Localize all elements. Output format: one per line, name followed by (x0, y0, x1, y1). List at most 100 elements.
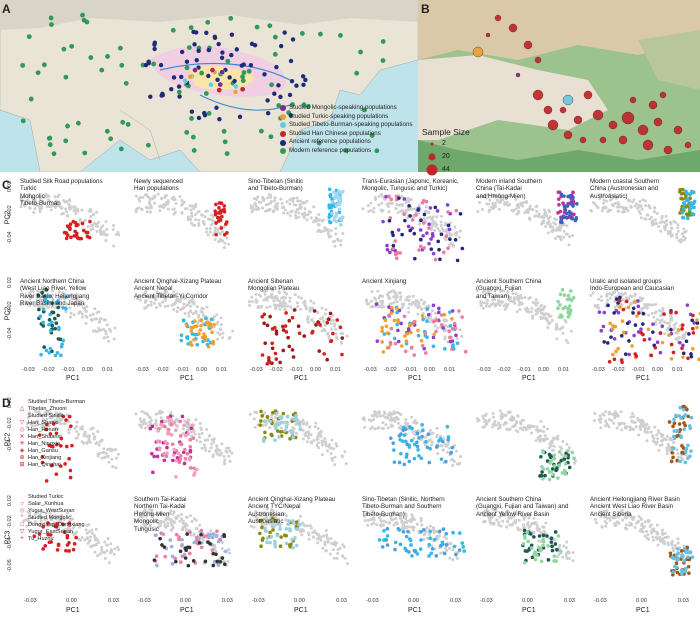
highlighted-point (327, 220, 332, 224)
highlighted-point (601, 324, 606, 329)
modern-reference-dot (272, 34, 278, 40)
highlighted-point (191, 325, 195, 330)
reference-point (667, 232, 671, 236)
highlighted-point (283, 533, 287, 538)
pca-scatter-panel (476, 190, 579, 247)
reference-point (531, 316, 535, 320)
reference-point (212, 325, 216, 329)
highlighted-point (178, 457, 183, 461)
reference-point (221, 230, 225, 234)
reference-point (156, 512, 160, 516)
reference-point (145, 210, 149, 214)
highlighted-point (165, 451, 169, 455)
reference-point (39, 205, 43, 209)
reference-point (444, 221, 448, 225)
highlighted-point (420, 434, 424, 439)
modern-reference-dot (228, 15, 234, 21)
highlighted-point (565, 297, 570, 302)
reference-point (527, 207, 531, 211)
reference-point (439, 220, 443, 224)
reference-point (542, 208, 546, 212)
reference-point (678, 238, 682, 242)
reference-point (428, 524, 432, 528)
reference-point (625, 206, 629, 210)
reference-point (31, 290, 35, 294)
highlighted-point (672, 429, 677, 433)
highlighted-point (678, 190, 682, 194)
highlighted-point (428, 446, 432, 451)
reference-point (666, 326, 670, 330)
reference-point (306, 320, 310, 324)
reference-point (545, 427, 549, 431)
reference-point (69, 315, 73, 319)
highlighted-point (532, 553, 536, 557)
reference-point (556, 437, 560, 441)
reference-point (201, 313, 205, 317)
reference-point (404, 208, 408, 212)
highlighted-point (210, 330, 214, 335)
modern-reference-dot (191, 147, 197, 153)
highlighted-point (551, 472, 556, 477)
ancient-reference-dot (194, 58, 199, 63)
reference-point (626, 209, 630, 213)
reference-point (600, 525, 604, 529)
reference-point (297, 295, 301, 299)
reference-point (484, 304, 488, 308)
reference-point (598, 414, 602, 418)
reference-point (369, 518, 373, 522)
reference-point (649, 430, 653, 434)
reference-point (294, 431, 298, 435)
reference-point (512, 424, 516, 428)
reference-point (613, 416, 617, 420)
modern-reference-dot (380, 39, 386, 44)
highlighted-point (602, 340, 606, 344)
highlighted-point (559, 192, 564, 197)
reference-point (185, 304, 189, 308)
reference-point (208, 230, 212, 234)
highlighted-point (627, 339, 631, 343)
reference-point (409, 198, 413, 202)
reference-point (298, 199, 302, 203)
ancient-reference-dot (143, 62, 149, 68)
highlighted-point (680, 197, 685, 201)
highlighted-point (430, 232, 435, 236)
reference-point (393, 419, 397, 423)
reference-point (193, 432, 197, 436)
reference-point (516, 294, 520, 298)
reference-point (333, 455, 337, 459)
highlighted-point (618, 295, 622, 300)
reference-point (427, 533, 431, 537)
reference-point (51, 298, 55, 302)
reference-point (502, 422, 506, 426)
ancient-reference-dot (294, 83, 299, 88)
highlighted-point (174, 428, 178, 432)
highlighted-point (522, 534, 527, 538)
highlighted-point (280, 324, 285, 329)
reference-point (320, 219, 324, 223)
modern-reference-dot (184, 129, 190, 135)
highlighted-point (545, 467, 550, 471)
reference-point (527, 426, 531, 430)
highlighted-point (270, 327, 275, 331)
reference-point (174, 202, 178, 206)
reference-point (180, 211, 184, 215)
reference-point (160, 512, 164, 516)
reference-point (416, 312, 420, 316)
reference-point (430, 221, 434, 225)
reference-point (519, 294, 523, 298)
reference-point (526, 308, 530, 312)
reference-point (655, 433, 659, 437)
highlighted-point (203, 559, 208, 564)
reference-point (113, 326, 117, 330)
reference-point (93, 307, 97, 311)
reference-point (285, 200, 289, 204)
reference-point (658, 309, 662, 313)
reference-point (397, 426, 401, 430)
reference-point (539, 419, 543, 423)
reference-point (72, 294, 76, 298)
reference-point (314, 216, 318, 220)
reference-point (87, 539, 91, 543)
reference-point (134, 412, 138, 416)
reference-point (621, 298, 625, 302)
reference-point (616, 414, 620, 418)
